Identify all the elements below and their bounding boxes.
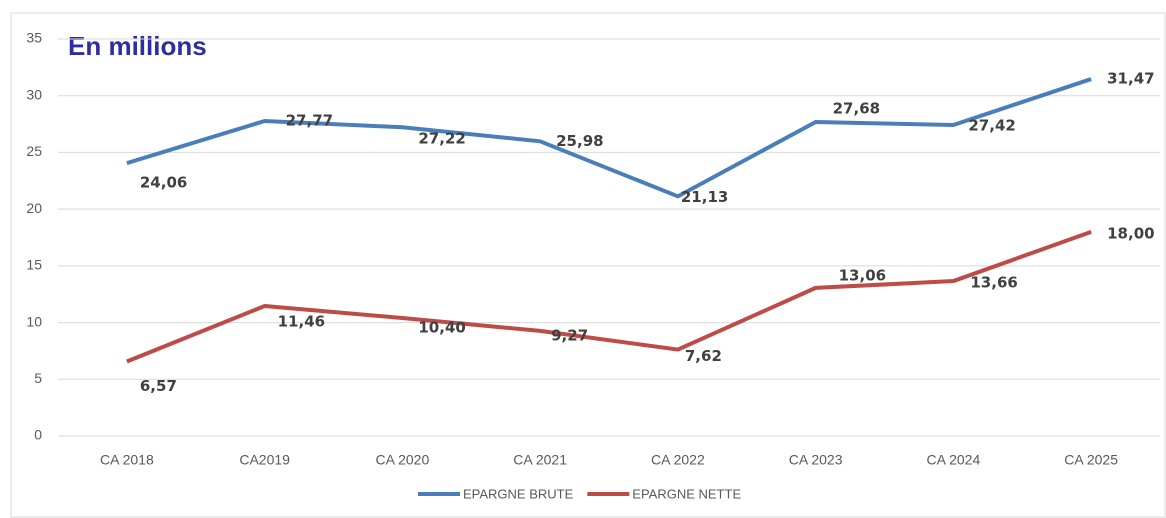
data-label: 18,00 bbox=[1107, 224, 1154, 242]
x-tick-label: CA 2021 bbox=[513, 452, 567, 468]
series-line bbox=[126, 77, 1092, 199]
data-label: 10,40 bbox=[418, 319, 465, 337]
y-tick-label: 35 bbox=[26, 30, 42, 46]
data-label: 31,47 bbox=[1107, 70, 1154, 88]
legend-label: EPARGNE NETTE bbox=[632, 486, 741, 501]
data-label: 25,98 bbox=[556, 132, 603, 150]
data-label: 27,68 bbox=[833, 100, 880, 118]
x-tick-label: CA 2022 bbox=[651, 452, 705, 468]
y-tick-label: 0 bbox=[34, 427, 42, 443]
y-tick-label: 30 bbox=[26, 86, 42, 102]
data-label: 13,06 bbox=[839, 266, 886, 284]
x-tick-label: CA 2018 bbox=[100, 452, 154, 468]
x-tick-label: CA 2023 bbox=[789, 452, 843, 468]
x-tick-label: CA 2025 bbox=[1064, 452, 1118, 468]
y-tick-label: 25 bbox=[26, 143, 42, 159]
data-label: 27,42 bbox=[968, 116, 1015, 134]
series-line bbox=[126, 229, 1092, 364]
data-label: 24,06 bbox=[140, 174, 187, 192]
y-tick-label: 20 bbox=[26, 200, 42, 216]
chart-frame bbox=[10, 12, 1166, 518]
data-label: 13,66 bbox=[970, 274, 1017, 292]
data-label: 27,77 bbox=[286, 112, 333, 130]
x-tick-label: CA 2024 bbox=[927, 452, 981, 468]
y-tick-label: 5 bbox=[34, 370, 42, 386]
x-tick-label: CA 2020 bbox=[376, 452, 430, 468]
chart-title: En millions bbox=[68, 31, 207, 61]
y-tick-label: 15 bbox=[26, 257, 42, 273]
data-label: 9,27 bbox=[551, 326, 588, 344]
y-tick-label: 10 bbox=[26, 313, 42, 329]
data-label: 21,13 bbox=[681, 188, 728, 206]
data-label: 11,46 bbox=[278, 313, 325, 331]
legend-label: EPARGNE BRUTE bbox=[463, 486, 574, 501]
x-tick-label: CA2019 bbox=[239, 452, 290, 468]
data-label: 7,62 bbox=[685, 347, 722, 365]
data-label: 27,22 bbox=[418, 130, 465, 148]
data-label: 6,57 bbox=[140, 377, 177, 395]
